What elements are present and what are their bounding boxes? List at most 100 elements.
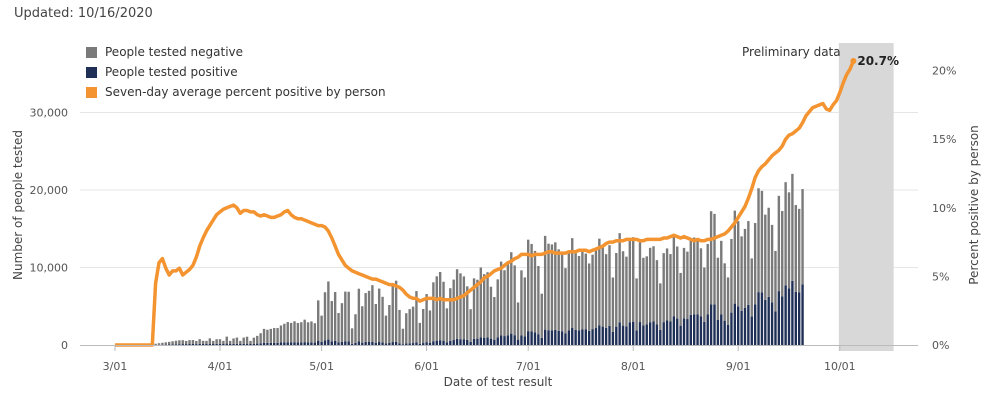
bar-negative[interactable] <box>218 339 222 344</box>
bar-positive[interactable] <box>615 326 618 345</box>
bar-negative[interactable] <box>344 291 347 342</box>
bar-positive[interactable] <box>581 329 584 346</box>
bar-positive[interactable] <box>191 343 195 345</box>
bar-positive[interactable] <box>178 344 181 345</box>
bar-negative[interactable] <box>272 328 276 343</box>
bar-negative[interactable] <box>720 240 723 315</box>
bar-positive[interactable] <box>252 343 256 345</box>
bar-positive[interactable] <box>692 314 696 345</box>
bar-positive[interactable] <box>323 340 327 345</box>
bar-negative[interactable] <box>279 325 283 343</box>
bar-positive[interactable] <box>188 343 191 345</box>
bar-positive[interactable] <box>601 326 604 345</box>
bar-negative[interactable] <box>770 224 774 303</box>
bar-negative[interactable] <box>184 340 188 345</box>
bar-negative[interactable] <box>692 237 696 315</box>
bar-positive[interactable] <box>384 343 388 345</box>
bar-positive[interactable] <box>218 343 222 345</box>
bar-positive[interactable] <box>245 343 249 345</box>
bar-negative[interactable] <box>225 336 228 344</box>
bar-positive[interactable] <box>272 342 276 345</box>
bar-negative[interactable] <box>777 195 781 292</box>
bar-negative[interactable] <box>154 343 157 345</box>
bar-negative[interactable] <box>577 256 581 331</box>
bar-negative[interactable] <box>679 272 682 326</box>
bar-positive[interactable] <box>743 307 747 345</box>
bar-negative[interactable] <box>571 238 574 329</box>
bar-negative[interactable] <box>252 337 256 344</box>
bar-negative[interactable] <box>201 340 205 344</box>
bar-negative[interactable] <box>442 281 445 341</box>
bar-positive[interactable] <box>543 329 547 345</box>
bar-positive[interactable] <box>533 332 537 345</box>
bar-negative[interactable] <box>774 250 777 312</box>
bar-negative[interactable] <box>557 249 560 331</box>
bar-negative[interactable] <box>686 251 689 320</box>
bar-negative[interactable] <box>533 250 537 333</box>
bar-negative[interactable] <box>794 205 797 292</box>
bar-negative[interactable] <box>364 293 367 342</box>
bar-negative[interactable] <box>405 313 408 344</box>
bar-positive[interactable] <box>438 340 442 345</box>
bar-negative[interactable] <box>506 263 510 336</box>
bar-positive[interactable] <box>215 343 218 345</box>
bar-negative[interactable] <box>499 261 503 336</box>
bar-positive[interactable] <box>425 342 428 345</box>
bar-negative[interactable] <box>381 296 384 343</box>
bar-positive[interactable] <box>648 322 652 345</box>
bar-negative[interactable] <box>560 253 564 332</box>
bar-positive[interactable] <box>753 304 757 345</box>
bar-negative[interactable] <box>554 242 557 330</box>
bar-positive[interactable] <box>781 296 784 345</box>
bar-negative[interactable] <box>303 319 306 343</box>
bar-negative[interactable] <box>374 304 377 343</box>
bar-positive[interactable] <box>584 329 587 346</box>
bar-positive[interactable] <box>361 342 364 345</box>
bar-positive[interactable] <box>408 343 411 345</box>
bar-positive[interactable] <box>720 314 723 345</box>
bar-negative[interactable] <box>635 278 638 331</box>
bar-negative[interactable] <box>286 322 289 343</box>
bar-positive[interactable] <box>320 341 323 345</box>
bar-positive[interactable] <box>296 342 300 345</box>
bar-positive[interactable] <box>730 312 733 345</box>
bar-negative[interactable] <box>486 272 489 338</box>
bar-positive[interactable] <box>377 342 381 345</box>
bar-negative[interactable] <box>228 340 232 344</box>
bar-negative[interactable] <box>256 335 259 344</box>
bar-negative[interactable] <box>713 213 716 305</box>
bar-negative[interactable] <box>157 343 161 345</box>
bar-positive[interactable] <box>476 338 479 345</box>
bar-positive[interactable] <box>550 330 554 345</box>
bar-positive[interactable] <box>418 343 422 345</box>
bar-negative[interactable] <box>530 243 533 332</box>
bar-negative[interactable] <box>167 341 171 345</box>
bar-positive[interactable] <box>354 342 357 345</box>
bar-negative[interactable] <box>452 279 455 341</box>
bar-negative[interactable] <box>357 288 361 342</box>
bar-positive[interactable] <box>655 324 659 345</box>
bar-positive[interactable] <box>682 318 686 345</box>
bar-negative[interactable] <box>767 207 770 297</box>
bar-negative[interactable] <box>642 257 645 326</box>
bar-positive[interactable] <box>374 342 377 345</box>
bar-positive[interactable] <box>394 341 398 345</box>
bar-negative[interactable] <box>760 190 764 293</box>
bar-negative[interactable] <box>567 251 571 331</box>
bar-positive[interactable] <box>496 337 499 345</box>
bar-positive[interactable] <box>777 291 781 345</box>
bar-positive[interactable] <box>489 338 493 345</box>
bar-positive[interactable] <box>740 310 743 345</box>
bar-positive[interactable] <box>455 338 459 345</box>
bar-positive[interactable] <box>391 342 394 345</box>
bar-negative[interactable] <box>801 189 804 285</box>
bar-positive[interactable] <box>181 344 184 345</box>
bar-positive[interactable] <box>303 342 306 345</box>
bar-negative[interactable] <box>317 300 320 341</box>
bar-positive[interactable] <box>242 343 245 345</box>
bar-negative[interactable] <box>323 292 327 341</box>
bar-negative[interactable] <box>604 254 608 328</box>
bar-negative[interactable] <box>716 257 720 320</box>
bar-positive[interactable] <box>435 340 438 345</box>
bar-negative[interactable] <box>652 246 655 322</box>
